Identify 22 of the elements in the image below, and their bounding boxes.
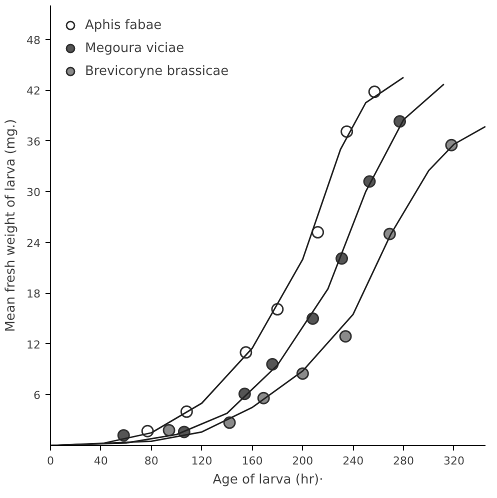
x-tick-label: 200: [292, 454, 314, 468]
x-axis-title: Age of larva (hr)·: [212, 472, 324, 488]
x-tick-label: 40: [94, 454, 108, 468]
y-tick-label: 36: [26, 135, 41, 148]
y-tick-label: 24: [26, 236, 41, 250]
legend-label: Brevicoryne brassicae: [85, 64, 229, 78]
x-tick-label: 320: [443, 454, 464, 468]
x-tick-label: 160: [242, 454, 263, 468]
x-tick-label: 0: [47, 454, 54, 468]
x-tick-label: 240: [342, 454, 364, 468]
y-tick-label: 6: [34, 389, 40, 402]
x-tick-label: 280: [393, 454, 414, 468]
y-axis-title: Mean fresh weight of larva (mg.): [4, 119, 19, 332]
legend-label: Aphis fabae: [85, 18, 162, 32]
legend-label: Megoura viciae: [85, 40, 184, 56]
y-tick-label: 18: [26, 288, 41, 301]
x-tick-label: 120: [191, 454, 212, 468]
y-tick-label: 42: [26, 84, 41, 98]
y-tick-label: 30: [26, 186, 41, 200]
y-tick-label: 48: [26, 34, 41, 47]
x-tick-label: 80: [144, 454, 158, 468]
y-tick-label: 12: [26, 338, 41, 352]
